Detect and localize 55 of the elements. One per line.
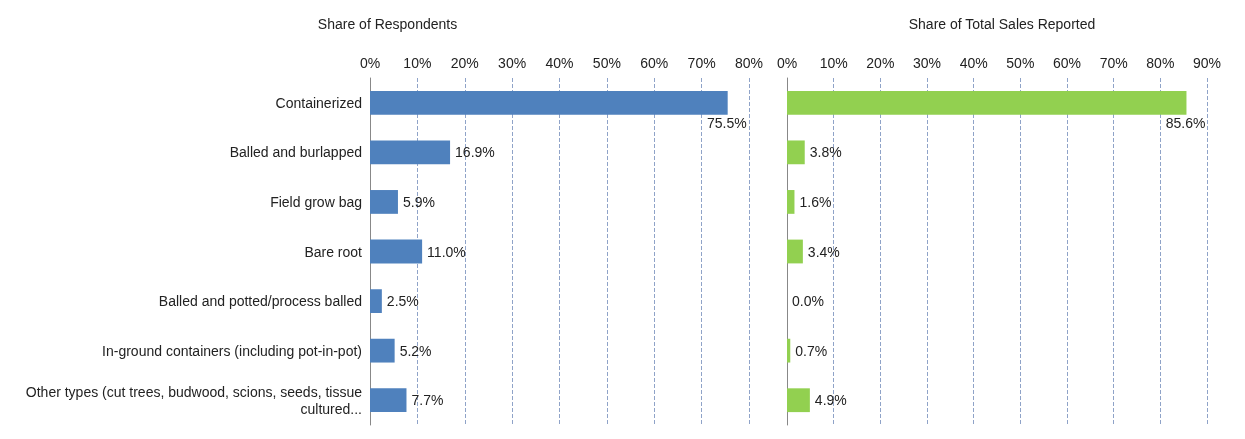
bar	[370, 90, 728, 115]
x-tick-label: 80%	[1146, 55, 1175, 71]
bar	[370, 190, 398, 214]
chart-title: Share of Total Sales Reported	[908, 16, 1096, 32]
data-label: 11.0%	[427, 243, 466, 260]
x-tick-label: 90%	[1192, 55, 1222, 71]
data-label: 3.4%	[807, 243, 840, 260]
x-tick-label: 40%	[959, 55, 988, 71]
x-tick-label: 70%	[1099, 55, 1128, 71]
data-label: 16.9%	[455, 144, 495, 161]
x-tick-label: 20%	[866, 55, 895, 71]
y-tick-label: Field grow bag	[270, 193, 362, 210]
bar	[787, 388, 810, 413]
y-tick-label: In-ground containers (including pot-in-pot)	[102, 342, 362, 359]
data-label: 5.9%	[402, 193, 435, 210]
x-tick-label: 60%	[1052, 55, 1082, 71]
x-tick-label: 40%	[545, 55, 574, 71]
bar	[787, 190, 795, 214]
y-tick-label: Balled and potted/process balled	[158, 293, 362, 310]
data-label: 1.6%	[799, 193, 832, 210]
bar	[787, 338, 791, 363]
chart-title: Share of Respondents	[317, 16, 458, 32]
y-tick-label: Other types (cut trees, budwood, scions, seeds, tissue cultured...	[25, 383, 363, 417]
data-label: 4.9%	[814, 392, 847, 409]
x-tick-label: 60%	[640, 55, 669, 71]
data-label: 3.8%	[809, 144, 842, 161]
x-tick-label: 30%	[912, 55, 942, 71]
x-tick-label: 70%	[687, 55, 716, 71]
data-label: 5.2%	[399, 342, 432, 359]
x-tick-label: 50%	[1006, 55, 1035, 71]
x-tick-label: 10%	[403, 55, 432, 71]
x-tick-label: 80%	[734, 55, 764, 71]
x-tick-label: 0%	[359, 55, 381, 71]
x-tick-label: 30%	[498, 55, 527, 71]
y-tick-label: Balled and burlapped	[229, 144, 362, 161]
x-tick-label: 20%	[450, 55, 479, 71]
bar	[370, 289, 382, 313]
x-tick-label: 0%	[776, 55, 798, 71]
data-label: 85.6%	[1165, 114, 1206, 131]
data-label: 0.7%	[795, 342, 828, 359]
bar	[787, 239, 803, 264]
bar	[787, 90, 1187, 115]
data-label: 0.0%	[792, 293, 824, 310]
bar	[370, 140, 451, 165]
bar	[787, 140, 805, 165]
bar	[370, 338, 395, 363]
y-tick-label: Containerized	[275, 94, 362, 111]
data-label: 2.5%	[386, 293, 419, 310]
data-label: 7.7%	[411, 392, 444, 409]
bar	[370, 388, 407, 413]
y-tick-label: Bare root	[304, 243, 363, 260]
x-tick-label: 10%	[819, 55, 848, 71]
bar	[370, 239, 423, 264]
data-label: 75.5%	[706, 114, 747, 131]
x-tick-label: 50%	[592, 55, 621, 71]
